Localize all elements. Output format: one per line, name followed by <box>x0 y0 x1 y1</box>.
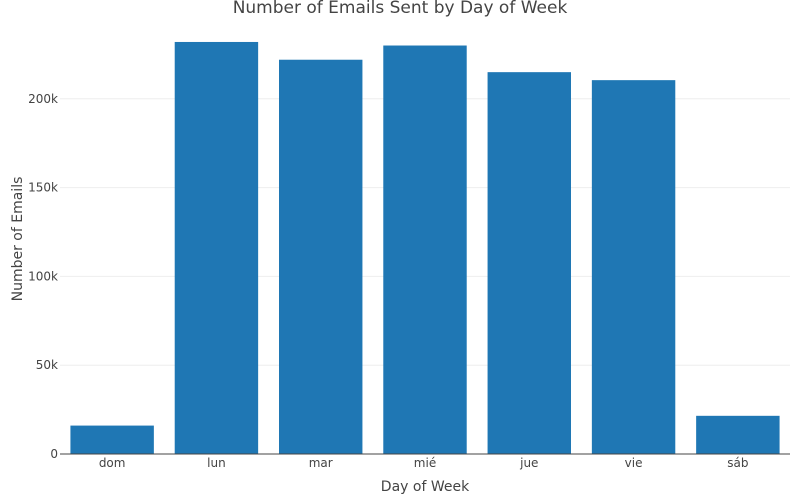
x-tick-label: jue <box>519 456 538 470</box>
y-axis: 0 50k 100k 150k 200k <box>28 92 58 461</box>
x-tick-labels: dom lun mar mié jue vie sáb <box>99 456 749 470</box>
x-axis-title: Day of Week <box>381 479 470 494</box>
bar-4[interactable] <box>383 45 467 455</box>
y-tick-label: 0 <box>50 447 58 461</box>
bar-5[interactable] <box>487 72 571 454</box>
x-tick-label: dom <box>99 456 126 470</box>
bar-6[interactable] <box>591 80 676 454</box>
bar-3[interactable] <box>279 59 363 455</box>
bars <box>70 41 780 455</box>
x-tick-label: lun <box>207 456 226 470</box>
y-tick-label: 100k <box>28 269 58 283</box>
bar-1[interactable] <box>70 425 154 454</box>
y-tick-label: 200k <box>28 92 58 106</box>
y-tick-label: 50k <box>36 358 58 372</box>
y-tick-label: 150k <box>28 181 58 195</box>
x-tick-label: vie <box>625 456 643 470</box>
chart-title: Number of Emails Sent by Day of Week <box>233 0 568 18</box>
x-tick-label: mar <box>309 456 333 470</box>
x-tick-label: sáb <box>727 456 748 470</box>
y-axis-title: Number of Emails <box>10 177 26 302</box>
x-tick-label: mié <box>414 456 436 470</box>
bar-2[interactable] <box>174 41 259 455</box>
bar-7[interactable] <box>696 415 780 454</box>
